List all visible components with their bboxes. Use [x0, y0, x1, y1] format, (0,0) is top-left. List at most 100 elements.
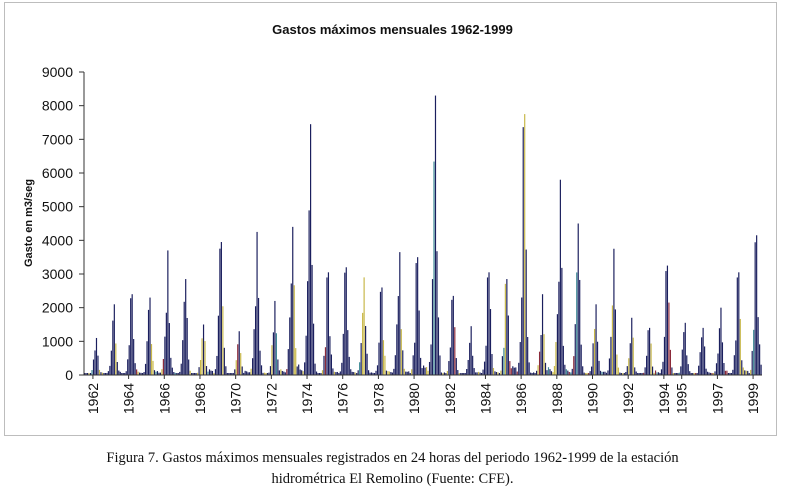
- bar-month: [500, 370, 502, 375]
- bar-month: [538, 351, 541, 375]
- bar-month: [323, 355, 325, 375]
- bar-month: [98, 369, 101, 375]
- bar-month: [469, 342, 471, 375]
- bar-month: [336, 371, 338, 375]
- bar-month: [536, 370, 538, 375]
- bar-month: [455, 358, 457, 375]
- bar-month: [701, 337, 703, 375]
- bar-month: [305, 335, 307, 375]
- bar-month: [164, 336, 166, 375]
- bar-month: [301, 370, 303, 375]
- bar-month: [503, 347, 505, 375]
- bar-month: [705, 368, 707, 375]
- bar-month: [225, 366, 227, 375]
- bar-month: [549, 369, 551, 375]
- y-tick-label: 3000: [42, 266, 73, 282]
- bar-month: [562, 345, 564, 375]
- bar-month: [741, 360, 743, 375]
- x-tick-label: 1995: [674, 383, 690, 414]
- bar-month: [579, 279, 581, 375]
- chart-title: Gastos máximos mensuales 1962-1999: [272, 22, 513, 37]
- bar-month: [205, 366, 208, 375]
- bar-month: [274, 300, 276, 375]
- bar-month: [485, 345, 487, 375]
- bar-month: [736, 277, 738, 375]
- bar-month: [635, 371, 637, 375]
- bar-month: [483, 361, 486, 375]
- bar-month: [314, 363, 316, 375]
- bar-month: [353, 372, 355, 375]
- bar-month: [430, 344, 432, 375]
- bar-month: [724, 370, 727, 375]
- bar-month: [614, 309, 616, 375]
- bar-month: [738, 272, 740, 375]
- bar-month: [693, 373, 695, 375]
- bar-month: [89, 373, 92, 375]
- bar-month: [153, 370, 156, 375]
- bar-month: [687, 364, 689, 375]
- bar-month: [146, 341, 148, 375]
- bar-month: [391, 372, 393, 375]
- bar-month: [460, 373, 462, 375]
- bar-month: [262, 372, 264, 375]
- bar-month: [183, 301, 185, 375]
- bar-month: [428, 361, 431, 375]
- bar-month: [556, 314, 559, 375]
- bar-month: [390, 372, 392, 375]
- bar-month: [243, 372, 245, 375]
- bar-month: [501, 356, 503, 375]
- bar-month: [119, 371, 121, 375]
- x-tick-label: 1980: [406, 383, 422, 414]
- y-tick-label: 7000: [42, 131, 73, 147]
- bar-month: [533, 372, 535, 375]
- bar-month: [139, 372, 141, 375]
- bar-month: [625, 371, 627, 375]
- bar-month: [408, 371, 410, 375]
- bar-month: [586, 372, 588, 375]
- bar-month: [510, 368, 512, 375]
- bar-month: [201, 338, 203, 375]
- bar-month: [714, 371, 716, 375]
- bar-month: [127, 359, 129, 375]
- x-tick-label: 1984: [477, 383, 493, 414]
- bar-month: [475, 372, 477, 375]
- bar-month: [97, 355, 99, 375]
- bar-month: [283, 371, 285, 375]
- bar-month: [204, 341, 206, 375]
- bar-month: [223, 347, 225, 375]
- bar-month: [739, 318, 741, 375]
- y-tick-label: 8000: [42, 98, 73, 114]
- bar-month: [527, 337, 529, 375]
- bar-month: [674, 373, 676, 375]
- bar-month: [711, 373, 713, 375]
- bar-month: [730, 373, 732, 375]
- bar-month: [110, 350, 112, 375]
- x-tick-label: 1990: [585, 383, 601, 414]
- bar-month: [613, 248, 615, 375]
- bar-month: [506, 279, 508, 375]
- bar-month: [699, 352, 701, 375]
- bar-month: [637, 373, 639, 375]
- bar-month: [632, 337, 634, 375]
- bar-month: [482, 369, 484, 375]
- bar-month: [405, 371, 407, 375]
- bar-month: [546, 370, 548, 375]
- bar-month: [109, 365, 111, 375]
- bar-month: [134, 363, 136, 375]
- bar-month: [702, 327, 704, 375]
- bar-month: [686, 355, 688, 375]
- bar-month: [351, 371, 353, 375]
- bar-month: [107, 371, 109, 375]
- bar-month: [553, 366, 556, 375]
- bar-month: [231, 373, 233, 375]
- bar-month: [593, 328, 596, 375]
- bar-month: [216, 355, 218, 375]
- bar-month: [629, 343, 631, 375]
- bar-month: [246, 371, 248, 375]
- bar-month: [315, 371, 318, 375]
- bar-month: [266, 373, 269, 375]
- bar-month: [515, 367, 517, 375]
- bar-month: [555, 342, 557, 375]
- bar-month: [202, 324, 205, 375]
- bar-month: [516, 371, 518, 375]
